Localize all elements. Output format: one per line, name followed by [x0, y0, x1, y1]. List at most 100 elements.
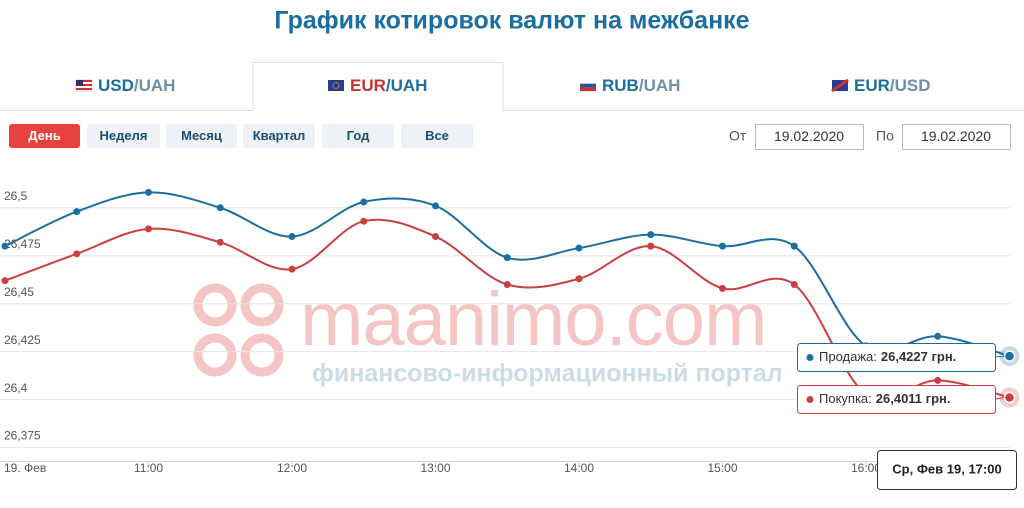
period-button[interactable]: Месяц [166, 124, 237, 148]
y-tick-label: 26,475 [4, 237, 41, 251]
tooltip-dot [806, 396, 814, 403]
x-tick-label: 12:00 [277, 461, 307, 475]
point-marker [145, 225, 152, 233]
x-tick-label: 19. Фев [4, 461, 46, 475]
point-marker [647, 242, 655, 250]
watermark-tagline: финансово-информационный портал [312, 360, 783, 388]
tab-label: EUR/UAH [350, 76, 427, 95]
flag-part [332, 82, 340, 89]
tabs: USD/UAH EUR/UAH RUB/UAH EUR/USD [75, 62, 931, 112]
point-marker [216, 204, 224, 212]
button-label: Квартал [253, 128, 306, 143]
period-button[interactable]: Неделя [87, 124, 160, 148]
x-tick-label: 16:00 [851, 461, 881, 475]
period-button[interactable]: День [9, 124, 80, 148]
point-marker [934, 332, 942, 340]
point-marker [575, 244, 583, 252]
point-marker [73, 250, 81, 258]
date-range: От 19.02.2020 По 19.02.2020 [729, 124, 1011, 150]
button-label: День [28, 128, 61, 143]
point-marker [790, 242, 798, 250]
x-tick-label: 14:00 [564, 461, 594, 475]
tooltip-label: Продажа: [819, 349, 877, 364]
point-marker [145, 188, 152, 196]
y-tick-label: 26,375 [4, 429, 41, 443]
date-to: 19.02.2020 [921, 128, 991, 144]
tab-quote: /UAH [386, 76, 428, 95]
point-marker [360, 217, 368, 225]
period-button[interactable]: Квартал [243, 124, 315, 148]
button-bg [401, 124, 473, 148]
date-to-label: По [876, 128, 894, 144]
flag-icon [75, 79, 93, 92]
tooltip-box [797, 385, 996, 414]
point-marker [790, 281, 798, 289]
watermark-brand: maanimo.com [300, 277, 766, 362]
button-label: Год [347, 128, 370, 143]
button-label: Месяц [181, 128, 222, 143]
point-marker [432, 233, 439, 241]
flag-part [580, 83, 596, 88]
date-input[interactable] [755, 124, 864, 150]
date-from: 19.02.2020 [774, 128, 844, 144]
flag-part [580, 80, 596, 84]
tab-label: USD/UAH [98, 76, 175, 95]
period-buttons: День Неделя Месяц Квартал Год Все [9, 124, 473, 148]
point-marker [1, 242, 9, 250]
date-from-label: От [729, 128, 747, 144]
period-button[interactable]: Все [401, 124, 473, 148]
tooltip-dot [806, 354, 814, 361]
tab[interactable]: USD/UAH [75, 76, 175, 95]
point-marker [1003, 391, 1016, 404]
logo-part [193, 333, 237, 377]
point-marker [73, 208, 81, 216]
watermark-logo [193, 283, 284, 377]
flag-icon [580, 80, 596, 92]
tab-quote: /UAH [639, 76, 681, 95]
tab-base: RUB [602, 76, 639, 95]
button-label: Неделя [100, 128, 148, 143]
point-marker [575, 275, 583, 283]
point-marker [647, 231, 655, 239]
y-tick-label: 26,5 [4, 189, 28, 203]
tab-label: EUR/USD [854, 76, 931, 95]
x-tick-label: 13:00 [420, 461, 450, 475]
tab-base: EUR [854, 76, 890, 95]
tooltip-value: 26,4011 грн. [876, 391, 951, 406]
period-button[interactable]: Год [322, 124, 394, 148]
x-tick-label: 11:00 [134, 461, 163, 475]
point-marker [719, 242, 726, 250]
tab-label: RUB/UAH [602, 76, 680, 95]
point-marker [432, 202, 439, 210]
tab[interactable]: RUB/UAH [580, 76, 680, 95]
flag-part [76, 84, 92, 86]
flag-part [831, 78, 849, 93]
point-marker [719, 284, 726, 292]
button-bg [9, 124, 80, 148]
point-marker [216, 238, 224, 246]
tooltip-pointer [994, 397, 1005, 400]
date-input[interactable] [902, 124, 1011, 150]
flag-icon [831, 78, 849, 93]
button-bg [87, 124, 160, 148]
point-marker [503, 281, 511, 289]
y-tick-label: 26,4 [4, 381, 28, 395]
tooltip: Продажа: 26,4227 грн. Покупка: 26,4011 грн.… [797, 343, 1017, 490]
date-tooltip-box [877, 450, 1017, 490]
flag-part [76, 88, 92, 90]
point-marker [360, 198, 368, 206]
tooltip-text: Продажа: 26,4227 грн. [819, 349, 956, 364]
flag-part [76, 80, 92, 82]
tab[interactable]: EUR/UAH [252, 62, 504, 112]
y-tick-label: 26,425 [4, 333, 41, 347]
date-tooltip: Ср, Фев 19, 17:00 [892, 461, 1001, 476]
tooltip-value: 26,4227 грн. [881, 349, 956, 364]
tooltip-pointer [994, 355, 1005, 358]
button-bg [166, 124, 237, 148]
point-marker [503, 254, 511, 262]
flag-part [76, 80, 83, 86]
button-bg [243, 124, 315, 148]
page-title: График котировок валют на межбанке [274, 7, 749, 35]
tab[interactable]: EUR/USD [831, 76, 931, 95]
